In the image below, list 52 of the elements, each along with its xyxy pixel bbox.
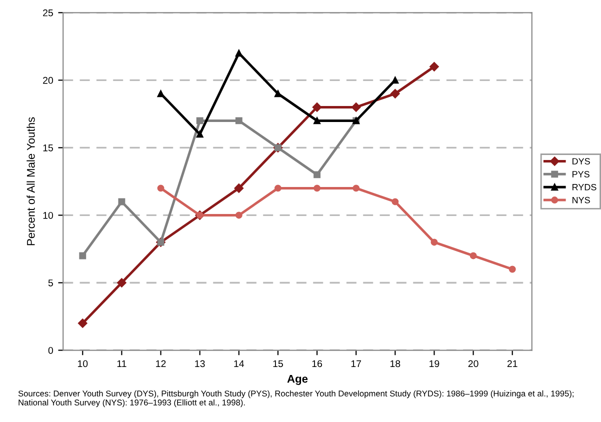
point [235,117,242,124]
legend-label: RYDS [572,184,596,190]
x-tick-label: 18 [390,360,400,368]
point [274,184,282,192]
x-tick-label: 20 [468,360,478,368]
legend-label: PYS [572,171,590,178]
y-tick-label: 25 [43,9,53,16]
legend-label: DYS [572,158,590,164]
point [196,117,204,124]
x-tick-label: 10 [78,360,88,368]
y-tick-label: 5 [48,280,53,286]
point [470,252,477,260]
point [235,212,242,219]
point [118,198,126,206]
point [351,102,361,112]
point [157,184,164,192]
point [430,238,438,246]
y-axis-title: Percent of All Male Youths [26,117,35,246]
x-tick-label: 13 [195,360,205,368]
x-tick-label: 15 [273,360,283,368]
source-note: Sources: Denver Youth Survey (DYS), Pittsburgh Youth Study (PYS), Rochester Youth Development Study (RYDS): 1986–1999 (Huizinga et al., 1995); National Youth Survey (NYS): 1976–1993 (Elliott et al., 1998). [18,390,574,408]
point [352,184,360,192]
point [314,171,320,178]
x-tick-label: 19 [430,360,440,368]
x-tick-label: 11 [117,360,126,368]
point [508,266,516,273]
point [79,252,86,260]
x-tick-label: 12 [156,360,166,368]
point [392,76,399,84]
point [314,117,320,124]
legend-label: NYS [572,196,590,204]
y-tick-label: 15 [43,144,53,152]
y-tick-label: 20 [43,76,54,84]
point [430,62,439,72]
x-tick-label: 16 [312,360,322,368]
point [314,184,320,192]
point [390,89,400,98]
point [392,198,399,206]
point [235,50,242,57]
x-tick-label: 21 [507,360,518,368]
point [234,184,244,193]
point [196,130,204,138]
x-tick-label: 17 [351,360,362,368]
point [78,318,88,328]
y-tick-label: 0 [48,346,54,354]
point [157,90,164,98]
x-axis-title: Age [287,374,308,385]
point [117,278,126,288]
x-tick-label: 14 [234,360,244,368]
point [312,102,322,112]
y-tick-label: 10 [43,212,54,219]
point [274,90,282,98]
